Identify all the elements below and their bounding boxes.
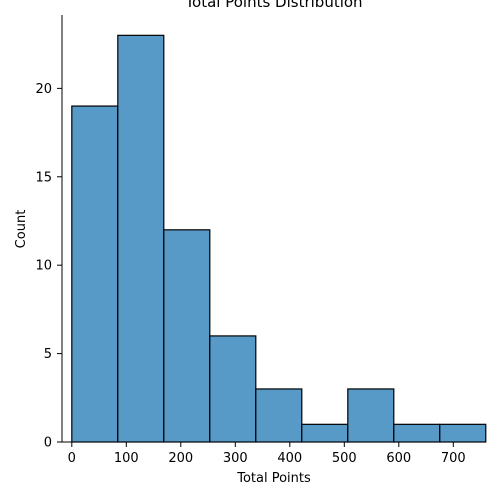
axes-layer [61,15,486,443]
histogram-bar [301,423,349,443]
x-tick-label: 0 [68,451,76,466]
histogram-bar [163,229,211,443]
y-tick-label: 5 [44,347,52,362]
x-tick-label: 200 [168,451,193,466]
x-tick-label: 600 [386,451,411,466]
histogram-bar [255,388,303,443]
x-tick-label: 400 [277,451,302,466]
y-tick-label: 15 [35,170,52,185]
y-tick-label: 20 [35,82,52,97]
x-tick-label: 300 [223,451,248,466]
y-tick-label: 10 [35,259,52,274]
histogram-bar [439,423,487,443]
x-tick-label: 100 [114,451,139,466]
histogram-bar [209,335,257,443]
histogram-bar [71,105,119,443]
chart-title: Total Points Distribution [184,0,362,11]
x-tick-label: 700 [441,451,466,466]
bars-layer [71,34,487,443]
ticks-layer: 0 100 200 300 400 500 600 700 0 5 10 15 20 [35,82,465,466]
histogram-bar [117,34,165,443]
y-axis-title: Count [14,210,29,249]
x-axis-title: Total Points [236,471,311,486]
histogram-bar [393,423,441,443]
histogram-bar [347,388,395,443]
x-tick-label: 500 [332,451,357,466]
y-tick-label: 0 [44,436,52,451]
